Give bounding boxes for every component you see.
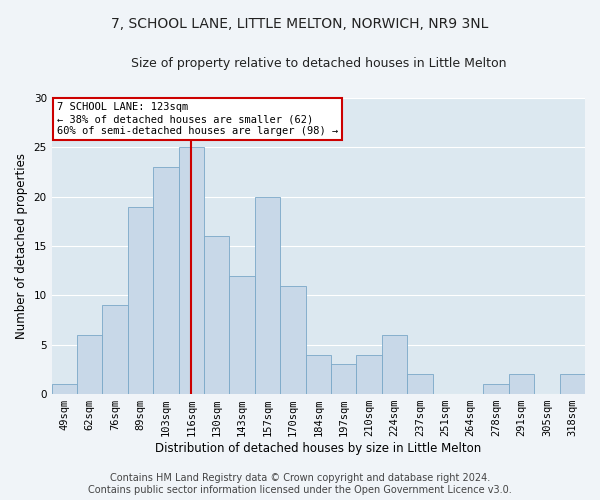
Text: Contains HM Land Registry data © Crown copyright and database right 2024.
Contai: Contains HM Land Registry data © Crown c… (88, 474, 512, 495)
Bar (280, 286, 305, 394)
Bar (179, 148, 204, 394)
Bar (103, 306, 128, 394)
Y-axis label: Number of detached properties: Number of detached properties (15, 153, 28, 339)
Bar (204, 236, 229, 394)
Title: Size of property relative to detached houses in Little Melton: Size of property relative to detached ho… (131, 58, 506, 70)
Text: 7, SCHOOL LANE, LITTLE MELTON, NORWICH, NR9 3NL: 7, SCHOOL LANE, LITTLE MELTON, NORWICH, … (112, 18, 488, 32)
Bar (560, 374, 585, 394)
Bar (52, 384, 77, 394)
Bar (229, 276, 255, 394)
Bar (356, 354, 382, 394)
Bar (407, 374, 433, 394)
Bar (509, 374, 534, 394)
Bar (77, 335, 103, 394)
Bar (128, 206, 153, 394)
Bar (255, 196, 280, 394)
Bar (153, 167, 179, 394)
X-axis label: Distribution of detached houses by size in Little Melton: Distribution of detached houses by size … (155, 442, 481, 455)
Text: 7 SCHOOL LANE: 123sqm
← 38% of detached houses are smaller (62)
60% of semi-deta: 7 SCHOOL LANE: 123sqm ← 38% of detached … (57, 102, 338, 136)
Bar (305, 354, 331, 394)
Bar (484, 384, 509, 394)
Bar (382, 335, 407, 394)
Bar (331, 364, 356, 394)
